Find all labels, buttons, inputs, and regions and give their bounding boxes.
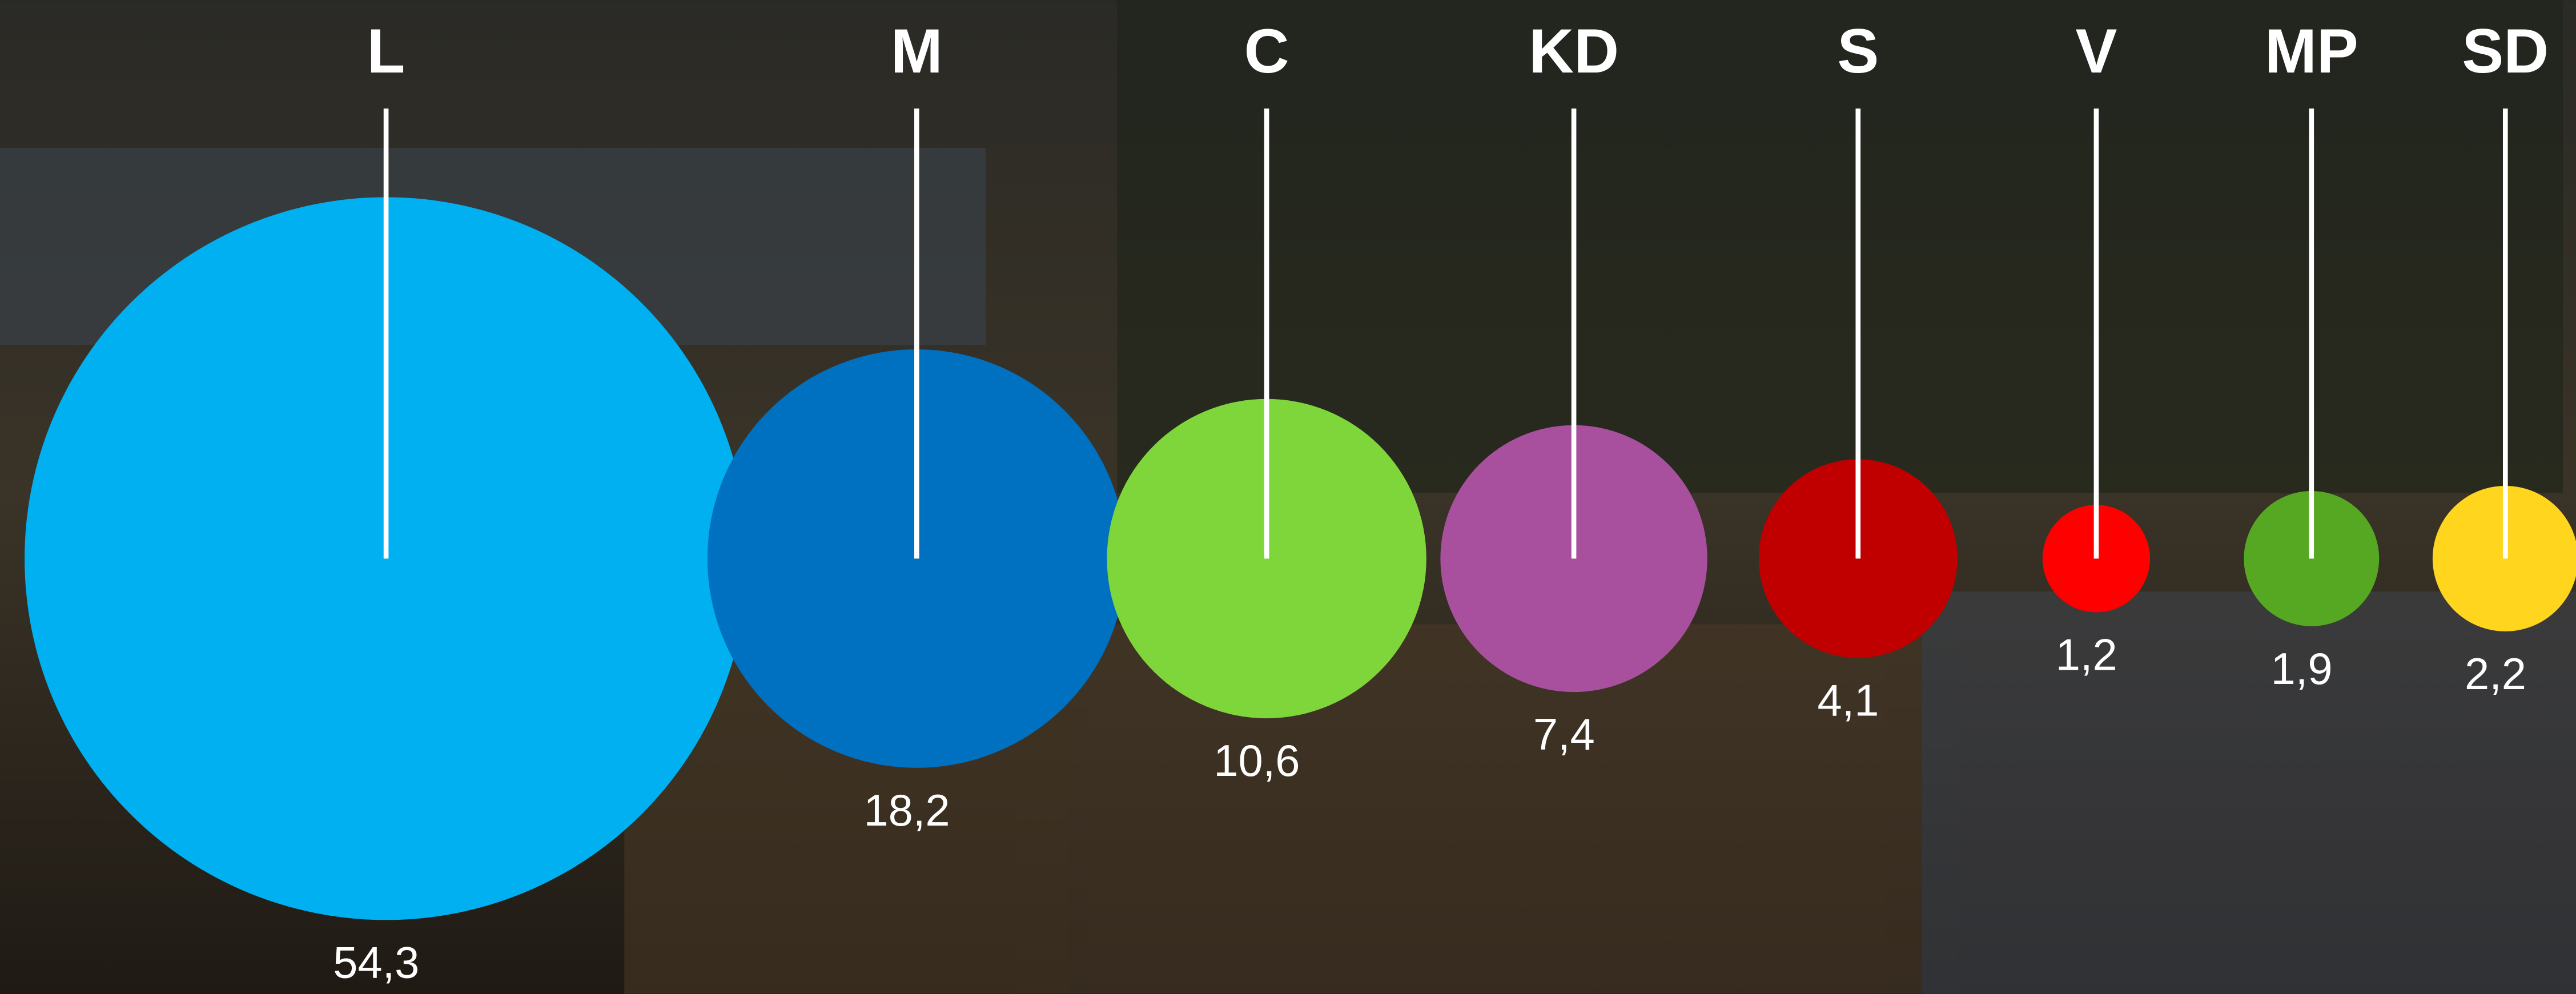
value-label: 4,1: [1818, 676, 1879, 725]
category-label: MP: [2265, 17, 2358, 86]
value-label: 2,2: [2465, 650, 2526, 699]
value-label: 54,3: [333, 938, 419, 987]
chart: L 54,3 M 18,2 C 10,6 KD 7,4 S 4,1 V 1,2 MP 1,9 SD 2,2: [0, 0, 2576, 994]
category-label: V: [2075, 17, 2117, 86]
value-label: 1,9: [2271, 645, 2333, 694]
category-label: L: [367, 17, 405, 86]
category-label: C: [1244, 17, 1289, 86]
value-label: 10,6: [1213, 737, 1300, 786]
category-label: M: [891, 17, 943, 86]
category-label: SD: [2462, 17, 2549, 86]
value-label: 7,4: [1533, 710, 1595, 759]
value-label: 1,2: [2056, 631, 2117, 680]
category-label: KD: [1529, 17, 1619, 86]
value-label: 18,2: [863, 786, 950, 835]
category-label: S: [1837, 17, 1879, 86]
page: {"chart_data": {"type": "bubble", "categ…: [0, 0, 2576, 994]
